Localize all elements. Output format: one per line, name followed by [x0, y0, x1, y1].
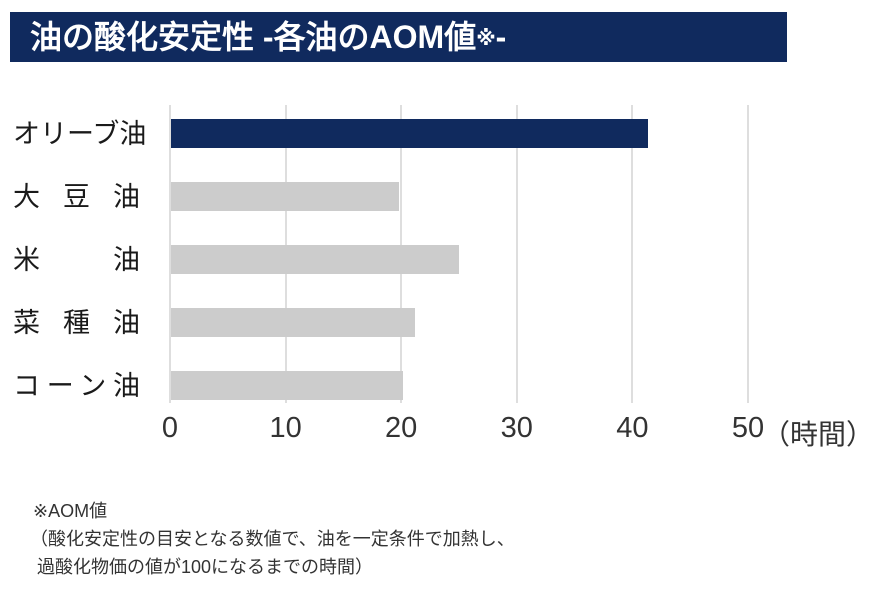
x-axis-unit-label: （時間） [762, 419, 875, 450]
gridline [515, 105, 518, 403]
category-label: 大豆油 [13, 182, 140, 212]
x-axis: （時間） 0 10 20 30 40 50 [162, 412, 876, 450]
chart-title-dash: - [495, 19, 507, 55]
x-tick-label: 50 [731, 412, 765, 444]
x-tick-label: 0 [161, 412, 179, 444]
x-tick-label: 10 [269, 412, 302, 444]
chart-title-main: 油の酸化安定性 -各油のAOM値 [30, 19, 477, 55]
gridline [169, 105, 171, 403]
category-label: コーン油 [13, 371, 140, 401]
x-tick-label: 30 [500, 412, 533, 444]
bar [171, 245, 459, 274]
gridline [631, 105, 634, 403]
category-label-column: オリーブ油大豆油米油菜種油コーン油 [13, 105, 147, 403]
bar [171, 371, 404, 400]
footnote-line: 過酸化物価の値が100になるまでの時間） [37, 557, 374, 577]
x-tick-label: 20 [385, 412, 418, 444]
category-label: オリーブ油 [13, 119, 147, 149]
bar [171, 182, 399, 211]
chart-title: 油の酸化安定性 -各油のAOM値※- [10, 12, 787, 64]
bar-chart-plot-area [169, 105, 876, 403]
category-label: 菜種油 [13, 308, 140, 338]
bar [171, 119, 649, 148]
footnote: ※AOM値 （酸化安定性の目安となる数値で、油を一定条件で加熱し、 過酸化物価の… [30, 497, 515, 581]
chart-title-note-mark: ※ [476, 28, 496, 50]
footnote-line: （酸化安定性の目安となる数値で、油を一定条件で加熱し、 [30, 529, 515, 549]
x-tick-label: 40 [616, 412, 649, 444]
gridline [747, 105, 749, 403]
footnote-line: ※AOM値 [33, 501, 108, 521]
bar [171, 308, 415, 337]
category-label: 米油 [13, 245, 140, 275]
chart-title-banner: 油の酸化安定性 -各油のAOM値※- [10, 12, 787, 62]
